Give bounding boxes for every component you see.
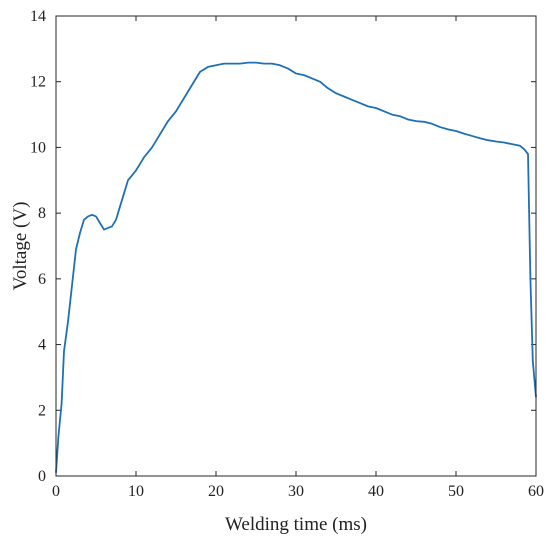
voltage-series-line (55, 61, 537, 473)
y-tick-label: 6 (38, 271, 46, 288)
x-tick-label: 50 (448, 483, 464, 500)
y-tick-label: 14 (30, 8, 46, 25)
x-tick-label: 60 (528, 483, 544, 500)
y-tick-label: 10 (30, 139, 46, 156)
y-tick-label: 4 (38, 337, 46, 354)
y-axis-title: Voltage (V) (10, 202, 31, 291)
x-tick-label: 0 (52, 483, 60, 500)
x-axis-title: Welding time (ms) (225, 514, 367, 535)
labels-layer: 0 10 20 30 40 50 60 0 2 4 6 8 10 12 14 (30, 8, 544, 500)
y-tick-label: 0 (38, 468, 46, 485)
x-tick-label: 30 (288, 483, 304, 500)
x-tick-label: 20 (208, 483, 224, 500)
line-layer (55, 61, 537, 473)
ticks-layer (55, 15, 537, 477)
y-tick-label: 12 (30, 74, 46, 91)
y-tick-label: 2 (38, 402, 46, 419)
x-tick-label: 10 (128, 483, 144, 500)
plot-frame (55, 15, 537, 477)
x-tick-label: 40 (368, 483, 384, 500)
y-tick-label: 8 (38, 205, 46, 222)
